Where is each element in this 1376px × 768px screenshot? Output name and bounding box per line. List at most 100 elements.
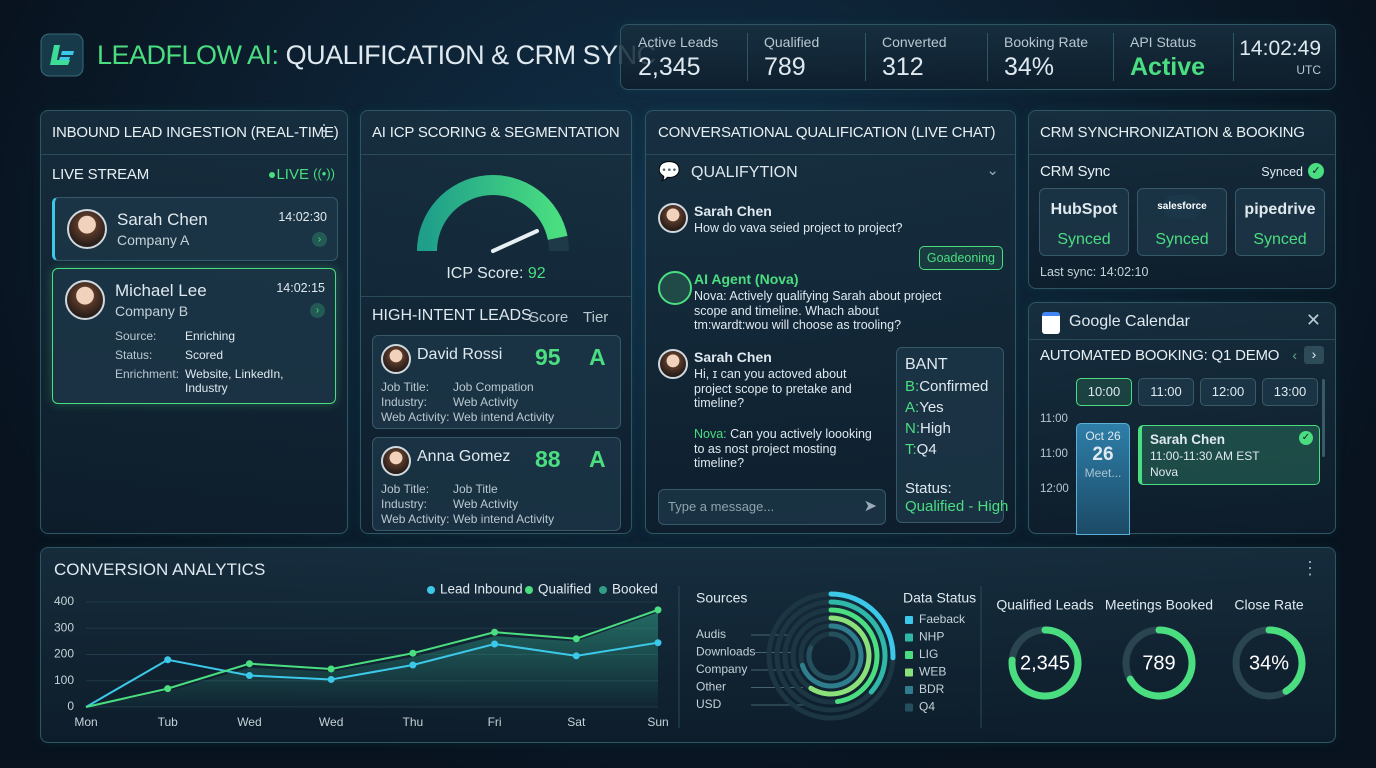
bant-value: Yes [919, 399, 944, 416]
field-label: Web Activity: [381, 410, 450, 424]
lead-card: Sarah Chen Company A 14:02:30 › [52, 197, 338, 261]
status-heading: Data Status [903, 590, 976, 606]
ring-arc [828, 599, 888, 695]
integration-status: Synced [1253, 231, 1307, 248]
close-button: ✕ [1305, 310, 1321, 330]
legend-label: Qualified [538, 582, 591, 597]
integration-name: salesforce [1157, 201, 1207, 212]
integration-status: Synced [1155, 231, 1209, 248]
clock-time: 14:02:49 [1239, 37, 1321, 60]
time-slot[interactable]: 10:00 [1076, 378, 1132, 406]
bant-key: T: [905, 441, 917, 458]
intent-tag: Goadeoning [918, 246, 1003, 270]
sender: AI Agent (Nova) [694, 271, 799, 287]
lead-card: Michael Lee Company B 14:02:15 › Source: Enri… [52, 268, 336, 404]
field-label: Web Activity: [381, 512, 450, 526]
separator [987, 33, 988, 81]
bant-item: B:Confirmed [905, 378, 988, 395]
graphic [417, 175, 569, 253]
detail-value: Scored [185, 348, 224, 362]
bant-value: Q4 [916, 441, 937, 458]
stat-label: API Status [1130, 34, 1197, 50]
kpi-value: 34% [1249, 652, 1289, 674]
lead-name: Michael Lee [115, 281, 207, 300]
integration-tile: HubSpot Synced [1039, 188, 1129, 256]
ring-arc [808, 615, 872, 697]
divider [361, 154, 631, 155]
analytics-panel: CONVERSION ANALYTICS ⋮ 0 100 200 300 400 Mon Tub… [40, 547, 1336, 743]
x-tick-label: Mon [74, 715, 97, 729]
date-label: Meet... [1084, 466, 1122, 480]
scoring-panel: AI ICP SCORING & SEGMENTATION ICP Score: … [360, 110, 632, 534]
lead-company: Company A [117, 232, 190, 248]
status-label: WEB [919, 665, 946, 679]
lead-name: Sarah Chen [117, 210, 208, 229]
bant-key: N: [905, 420, 920, 437]
separator [747, 33, 748, 81]
panel-title: CRM SYNCHRONIZATION & BOOKING [1040, 124, 1305, 141]
time-slot[interactable]: 12:00 [1200, 378, 1256, 406]
time-row: 12:00 [1040, 483, 1069, 495]
lead-card: Anna Gomez 88 A Job Title: Job Title Industry… [372, 437, 621, 531]
stat-value: 312 [882, 53, 924, 81]
last-sync: Last sync: 14:02:10 [1040, 265, 1149, 279]
lead-name: Anna Gomez [417, 448, 511, 465]
time-slot[interactable]: 11:00 [1138, 378, 1194, 406]
stat-value: 34% [1004, 53, 1055, 81]
point [409, 661, 417, 669]
event-name: Sarah Chen [1150, 432, 1226, 447]
score-value: 92 [527, 265, 546, 282]
bant-item: T:Q4 [905, 441, 937, 458]
nav-prev: ‹ [1292, 347, 1297, 363]
kpi-arc [1008, 626, 1082, 700]
stats-bar: Active Leads 2,345 Qualified 789 Converted 31… [620, 24, 1336, 90]
field-label: Job Title: [381, 482, 430, 496]
lead-company: Company B [115, 303, 189, 319]
source-label: Other [696, 680, 726, 694]
avatar [658, 203, 688, 233]
message-input[interactable]: Type a message... ➤ [658, 489, 886, 525]
avatar [65, 280, 105, 320]
legend-swatch [525, 586, 533, 594]
lead-time: 14:02:30 [278, 210, 327, 224]
live-dot [269, 172, 275, 178]
y-tick-label: 0 [67, 699, 74, 713]
kpi-label: Close Rate [1234, 597, 1303, 613]
ring-arc [806, 631, 856, 681]
stat-label: Booking Rate [1004, 34, 1089, 50]
point [572, 635, 580, 643]
lead-card: David Rossi 95 A Job Title: Job Compation Ind… [372, 335, 621, 429]
sync-label: CRM Sync [1040, 163, 1111, 180]
stream-label: LIVE STREAM [52, 166, 149, 183]
legend-label: Lead Inbound [440, 582, 523, 597]
sources-heading: Sources [696, 590, 747, 606]
separator [1233, 33, 1234, 81]
panel-title: CONVERSION ANALYTICS [54, 560, 266, 579]
date-month: Oct 26 [1085, 429, 1121, 443]
x-tick-label: Wed [237, 715, 261, 729]
x-tick-label: Fri [488, 715, 502, 729]
field-label: Job Title: [381, 380, 430, 394]
point [164, 656, 172, 664]
message: How do vava seied project to project? [694, 221, 903, 235]
menu-icon: ⋮ [315, 121, 333, 141]
bant-title: BANT [905, 356, 948, 373]
calendar-panel: Google Calendar ✕ AUTOMATED BOOKING: Q1 DE… [1028, 302, 1336, 535]
panel-title: CONVERSATIONAL QUALIFICATION (LIVE CHAT) [658, 124, 996, 141]
point [327, 665, 335, 673]
status-label: LIG [919, 647, 938, 661]
icp-score: ICP Score: 92 [361, 265, 631, 283]
time-row: 11:00 [1040, 448, 1068, 460]
divider [1029, 339, 1335, 340]
time-row: 11:00 [1040, 413, 1068, 425]
avatar [381, 344, 411, 374]
kpi-arc [1265, 626, 1306, 695]
gauge-needle [491, 229, 539, 253]
line [85, 641, 659, 708]
bant-box: BANT B:Confirmed A:Yes N:High T:Q4 Status: Qua… [896, 347, 1008, 523]
lead-tier: A [589, 344, 606, 370]
sender: Sarah Chen [694, 349, 772, 365]
y-tick-label: 300 [54, 620, 74, 634]
date-column: Oct 26 26 Meet... [1076, 423, 1130, 535]
time-slot[interactable]: 13:00 [1262, 378, 1318, 406]
